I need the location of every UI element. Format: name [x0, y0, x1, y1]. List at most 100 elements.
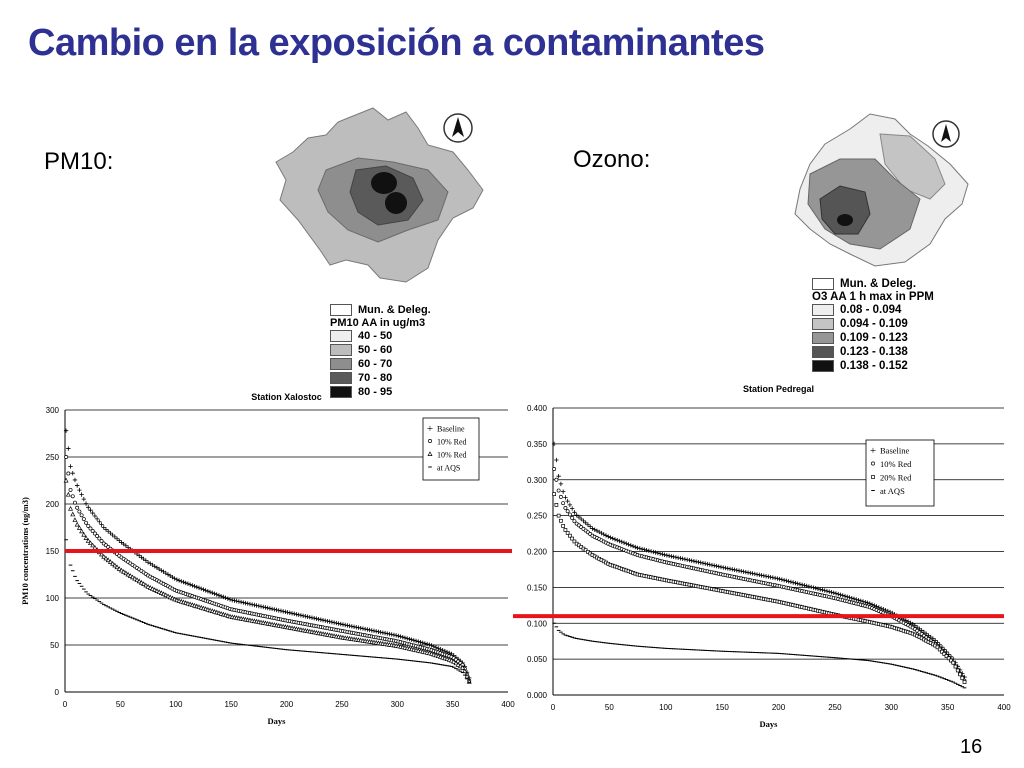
data-point: [552, 492, 556, 496]
data-point: [820, 587, 825, 593]
ozone-map: [794, 113, 969, 267]
data-point: [183, 580, 188, 586]
series: [63, 477, 472, 684]
data-point: [660, 552, 665, 557]
chart-legend: + Baseline 10% Red 20% Red at AQS: [865, 439, 935, 507]
data-point: [917, 626, 922, 632]
data-point: [411, 638, 417, 643]
data-point: [871, 475, 875, 479]
data-point: [181, 579, 186, 585]
data-point: [721, 565, 726, 570]
data-point: [101, 553, 107, 559]
data-point: [125, 571, 131, 577]
data-point: [99, 551, 105, 557]
map-region-light: [879, 133, 946, 200]
data-point: [371, 628, 377, 634]
series: [64, 455, 472, 683]
data-point: [937, 647, 942, 652]
data-point: [325, 618, 330, 624]
data-point: [951, 660, 956, 665]
data-point: [205, 588, 211, 594]
data-point: [269, 606, 275, 612]
data-point: [455, 661, 461, 667]
data-point: [405, 636, 410, 641]
data-point: [68, 464, 73, 469]
data-point: [76, 525, 82, 530]
data-point: [88, 508, 93, 513]
data-point: [673, 555, 679, 560]
data-point: [212, 591, 217, 596]
data-point: [565, 509, 570, 514]
legend-entry-label: 20% Red: [880, 473, 912, 483]
data-point: [590, 526, 595, 531]
data-point: [387, 631, 392, 637]
data-point: [779, 577, 785, 582]
data-point: [617, 538, 622, 544]
data-point: [422, 641, 428, 646]
pm10-map-legend: Mun. & Deleg. PM10 AA in ug/m3 40 - 50 5…: [330, 303, 431, 399]
data-point: [599, 530, 604, 536]
y-tick-label: 0.400: [527, 404, 548, 413]
data-point: [885, 608, 891, 614]
data-point: [935, 645, 940, 650]
legend-label: 40 - 50: [358, 330, 393, 342]
data-point: [199, 586, 204, 591]
data-point: [651, 549, 656, 555]
data-point: [838, 592, 843, 597]
data-point: [105, 557, 111, 563]
data-point: [127, 573, 133, 578]
legend-title-2: PM10 AA in ug/m3: [330, 317, 426, 329]
data-point: [156, 566, 162, 572]
data-point: [554, 457, 559, 463]
data-point: [644, 548, 649, 553]
data-point: [860, 599, 866, 604]
data-point: [221, 594, 226, 600]
data-point: [572, 510, 577, 515]
legend-item: 50 - 60: [330, 343, 431, 357]
data-point: [833, 591, 839, 596]
data-point: [648, 549, 654, 554]
data-point: [790, 580, 796, 585]
data-point: [114, 564, 120, 570]
data-point: [152, 564, 157, 569]
data-point: [154, 565, 160, 570]
data-point: [340, 622, 346, 627]
data-point: [563, 505, 568, 510]
data-point: [92, 513, 98, 519]
data-point: [331, 620, 337, 625]
data-point: [653, 550, 658, 555]
data-point: [378, 630, 383, 635]
legend-box: [422, 417, 480, 481]
data-point: [797, 582, 803, 587]
data-point: [856, 597, 861, 603]
data-point: [570, 515, 575, 520]
map-hotspot: [837, 214, 853, 226]
data-point: [887, 609, 893, 615]
data-point: [736, 568, 742, 573]
data-point: [150, 562, 155, 568]
data-point: [693, 559, 699, 564]
data-point: [424, 641, 430, 647]
data-point: [258, 604, 264, 609]
data-point: [603, 533, 609, 538]
pm10-map: [275, 107, 484, 283]
data-point: [351, 624, 357, 630]
data-point: [114, 536, 120, 541]
data-point: [327, 619, 332, 624]
data-point: [108, 530, 113, 536]
data-point: [806, 584, 812, 589]
data-point: [822, 588, 827, 593]
data-point: [119, 540, 124, 545]
data-point: [168, 573, 173, 579]
data-point: [554, 477, 559, 482]
data-point: [642, 547, 647, 552]
data-point: [429, 643, 434, 648]
data-point: [847, 595, 852, 600]
legend-entry-label: 10% Red: [880, 459, 912, 469]
data-point: [793, 580, 798, 586]
data-point: [141, 556, 146, 562]
data-point: [905, 619, 911, 624]
data-point: [732, 567, 737, 573]
data-point: [185, 581, 191, 586]
data-point: [799, 582, 805, 587]
